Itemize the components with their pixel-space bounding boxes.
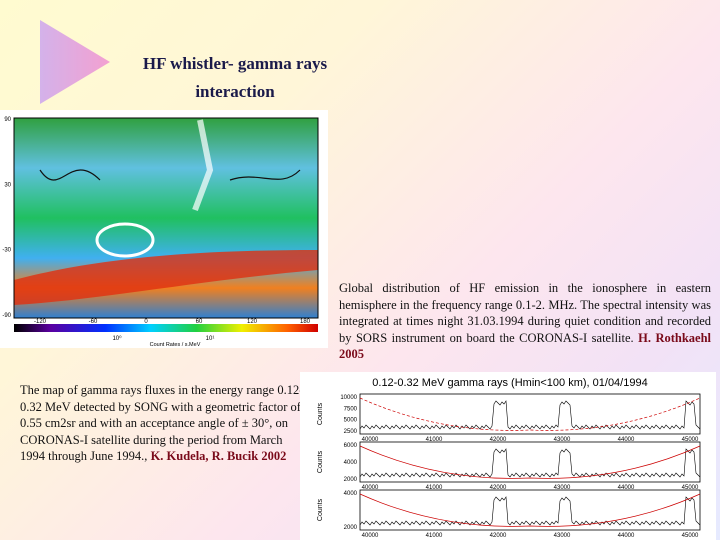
lon-label: -60 — [89, 319, 98, 325]
y-axis-label: Counts — [317, 402, 324, 425]
x-tick-label: 40000 — [362, 437, 379, 443]
lon-label: 120 — [247, 319, 258, 325]
y-axis-label: Counts — [317, 498, 324, 521]
decoration — [40, 20, 110, 104]
trace — [359, 400, 701, 430]
trace — [359, 448, 701, 478]
x-tick-label: 41000 — [426, 485, 443, 491]
x-tick-label: 43000 — [554, 437, 571, 443]
y-axis-label: Counts — [317, 450, 324, 473]
caption-author: K. Kudela, R. Bucik 2002 — [150, 449, 287, 463]
colorbar-title: Count Rates / s.MeV — [150, 342, 201, 348]
x-tick-label: 44000 — [618, 485, 635, 491]
y-tick-label: 2000 — [344, 525, 358, 531]
figure-title: 0.12-0.32 MeV gamma rays (Hmin<100 km), … — [372, 377, 647, 389]
lon-label: 60 — [196, 319, 203, 325]
caption-text: The map of gamma rays fluxes in the ener… — [20, 383, 304, 463]
x-tick-label: 40000 — [362, 485, 379, 491]
x-tick-label: 44000 — [618, 533, 635, 539]
x-tick-label: 42000 — [490, 485, 507, 491]
x-tick-label: 45000 — [682, 485, 699, 491]
gamma-ray-figure: 0.12-0.32 MeV gamma rays (Hmin<100 km), … — [300, 372, 716, 540]
hf-map-figure: 90 30 -30 -90 -120 -60 0 60 120 180 10⁰ 10¹ Count Ra… — [0, 110, 328, 348]
lat-label: 30 — [4, 182, 11, 188]
caption-left: The map of gamma rays fluxes in the ener… — [20, 382, 305, 465]
colorbar-label: 10¹ — [206, 336, 215, 342]
panel-frame — [359, 441, 701, 483]
altitude-curve — [359, 445, 701, 479]
title-line: interaction — [195, 82, 275, 101]
lat-label: 90 — [4, 117, 11, 123]
colorbar-label: 10⁰ — [112, 335, 122, 342]
x-tick-label: 41000 — [426, 437, 443, 443]
x-tick-label: 42000 — [490, 533, 507, 539]
caption-text: Global distribution of HF emission in th… — [339, 281, 711, 345]
slide-title: HF whistler- gamma rays interaction — [70, 50, 400, 106]
title-line: HF whistler- gamma rays — [142, 54, 328, 73]
y-tick-label: 10000 — [340, 395, 357, 401]
lon-label: 0 — [144, 319, 148, 325]
x-tick-label: 45000 — [682, 533, 699, 539]
x-tick-label: 45000 — [682, 437, 699, 443]
x-tick-label: 42000 — [490, 437, 507, 443]
x-tick-label: 44000 — [618, 437, 635, 443]
lon-label: -120 — [34, 319, 47, 325]
panel-frame — [359, 393, 701, 435]
y-tick-label: 2500 — [344, 429, 358, 435]
x-tick-label: 40000 — [362, 533, 379, 539]
altitude-curve — [359, 397, 701, 431]
altitude-curve — [359, 493, 701, 527]
lon-label: 180 — [300, 319, 311, 325]
caption-right: Global distribution of HF emission in th… — [339, 280, 711, 363]
lat-label: -30 — [2, 248, 11, 254]
x-tick-label: 41000 — [426, 533, 443, 539]
y-tick-label: 4000 — [344, 491, 358, 497]
lat-label: -90 — [2, 313, 11, 319]
caption-author: H. Rothkaehl 2005 — [339, 330, 712, 362]
y-tick-label: 7500 — [344, 406, 358, 412]
y-tick-label: 5000 — [344, 418, 358, 424]
panel-frame — [359, 489, 701, 531]
y-tick-label: 4000 — [344, 460, 358, 466]
x-tick-label: 43000 — [554, 533, 571, 539]
trace — [359, 496, 701, 526]
y-tick-label: 2000 — [344, 477, 358, 483]
x-tick-label: 43000 — [554, 485, 571, 491]
y-tick-label: 6000 — [344, 443, 358, 449]
